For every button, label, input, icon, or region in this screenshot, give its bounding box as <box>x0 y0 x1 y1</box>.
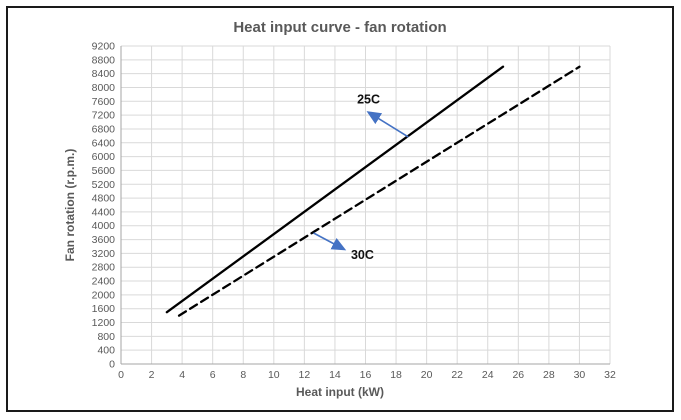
x-tick-label: 0 <box>118 369 124 381</box>
y-tick-label: 6800 <box>92 123 116 135</box>
x-tick-label: 20 <box>421 369 433 381</box>
x-tick-label: 18 <box>390 369 402 381</box>
y-tick-label: 2800 <box>92 262 116 274</box>
y-tick-label: 400 <box>97 345 115 357</box>
x-tick-label: 14 <box>329 369 341 381</box>
y-tick-label: 8400 <box>92 68 116 80</box>
annotation-label-30C: 30C <box>351 248 374 262</box>
annotation-arrow-30C <box>313 232 347 251</box>
y-axis-title: Fan rotation (r.p.m.) <box>63 149 77 262</box>
y-tick-label: 4800 <box>92 193 116 205</box>
x-tick-label: 8 <box>240 369 246 381</box>
y-tick-label: 1600 <box>92 303 116 315</box>
y-tick-label: 5200 <box>92 179 116 191</box>
y-tick-label: 5600 <box>92 165 116 177</box>
x-tick-label: 28 <box>543 369 555 381</box>
x-tick-label: 2 <box>149 369 155 381</box>
y-tick-label: 6400 <box>92 137 116 149</box>
y-tick-label: 9200 <box>92 41 116 53</box>
series-line-30C <box>177 65 581 317</box>
y-tick-label: 6000 <box>92 151 116 163</box>
y-tick-label: 4400 <box>92 206 116 218</box>
y-tick-label: 1200 <box>92 317 116 329</box>
annotations-layer: 25C 30C <box>313 93 409 262</box>
series-line-25C <box>165 65 505 314</box>
x-tick-label: 16 <box>360 369 372 381</box>
y-tick-label: 7600 <box>92 96 116 108</box>
chart-title: Heat input curve - fan rotation <box>233 19 446 36</box>
tick-labels-layer: 0400800120016002000240028003200360040004… <box>92 41 616 382</box>
y-tick-label: 2400 <box>92 276 116 288</box>
y-tick-label: 4000 <box>92 220 116 232</box>
x-tick-label: 32 <box>604 369 616 381</box>
x-tick-label: 26 <box>512 369 524 381</box>
annotation-arrow-25C <box>366 111 409 138</box>
y-tick-label: 0 <box>109 359 115 371</box>
x-tick-label: 10 <box>268 369 280 381</box>
x-tick-label: 24 <box>482 369 494 381</box>
axes-layer <box>120 46 610 365</box>
x-tick-label: 30 <box>574 369 586 381</box>
y-tick-label: 8000 <box>92 82 116 94</box>
y-tick-label: 7200 <box>92 110 116 122</box>
y-tick-label: 3600 <box>92 234 116 246</box>
y-tick-label: 3200 <box>92 248 116 260</box>
y-tick-label: 2000 <box>92 289 116 301</box>
x-tick-label: 22 <box>451 369 463 381</box>
y-tick-label: 8800 <box>92 54 116 66</box>
x-tick-label: 12 <box>299 369 311 381</box>
x-tick-label: 6 <box>210 369 216 381</box>
y-tick-label: 800 <box>97 331 115 343</box>
x-tick-label: 4 <box>179 369 185 381</box>
series-lines-layer <box>165 65 581 317</box>
annotation-label-25C: 25C <box>357 93 380 107</box>
x-axis-title: Heat input (kW) <box>296 385 384 399</box>
